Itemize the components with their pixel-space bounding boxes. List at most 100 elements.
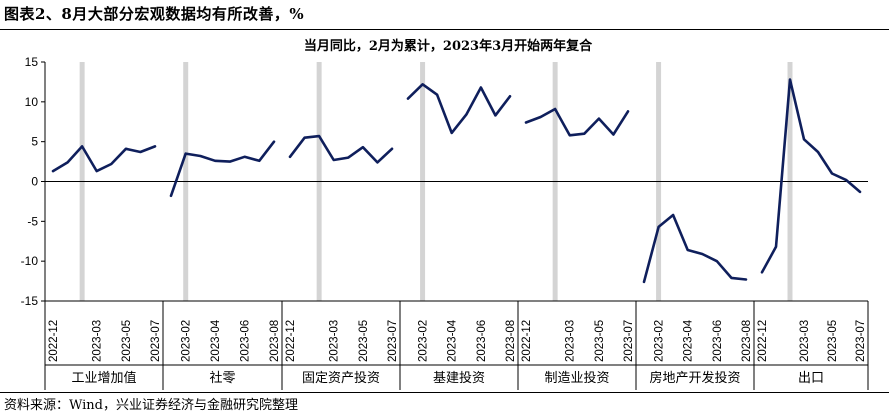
data-point: [583, 132, 586, 135]
data-point: [421, 83, 424, 86]
date-tick-label: 2023-02: [418, 320, 430, 362]
y-tick-label: -5: [27, 214, 38, 228]
data-point: [598, 117, 600, 120]
date-tick-label: 2023-07: [150, 320, 162, 362]
source-note: 资料来源：Wind，兴业证券经济与金融研究院整理: [4, 398, 298, 413]
data-point: [52, 170, 54, 172]
data-point: [761, 271, 763, 274]
date-tick-label: 2023-04: [210, 319, 222, 362]
data-point: [289, 156, 291, 158]
data-point: [303, 136, 306, 139]
data-point: [789, 78, 791, 81]
data-point: [214, 160, 216, 162]
group-label: 制造业投资: [544, 370, 609, 386]
data-point: [480, 86, 482, 89]
y-tick-label: 15: [25, 55, 39, 69]
date-tick-label: 2023-03: [329, 320, 341, 362]
data-point: [184, 152, 187, 155]
series-line: [51, 145, 157, 173]
data-point: [436, 93, 438, 96]
data-point: [494, 114, 497, 117]
data-point: [391, 148, 393, 150]
data-point: [525, 121, 527, 124]
date-tick-label: 2023-05: [827, 320, 839, 362]
data-point: [568, 134, 571, 137]
data-point: [318, 135, 320, 137]
y-tick-label: -10: [21, 254, 39, 268]
data-point: [125, 148, 127, 150]
data-point: [81, 145, 83, 148]
data-point: [273, 140, 275, 143]
figure-title: 图表2、8月大部分宏观数据均有所改善，%: [4, 5, 305, 23]
data-point: [95, 170, 98, 172]
data-point: [229, 160, 231, 163]
data-point: [332, 159, 335, 161]
data-point: [701, 253, 704, 255]
series-line: [760, 78, 862, 274]
date-tick-label: 2023-05: [358, 320, 370, 362]
data-point: [347, 156, 350, 159]
data-point: [745, 278, 747, 281]
data-point: [258, 160, 261, 162]
data-point: [539, 116, 542, 118]
data-point: [627, 110, 629, 113]
data-point: [450, 132, 453, 134]
data-point: [803, 138, 805, 141]
data-point: [831, 172, 833, 175]
data-point: [554, 108, 556, 110]
data-point: [775, 246, 777, 248]
bottom-rule: [0, 392, 889, 393]
y-tick-label: 0: [31, 175, 38, 189]
series-line: [288, 134, 394, 164]
date-tick-label: 2023-06: [712, 320, 724, 362]
data-point: [376, 161, 379, 164]
data-point: [362, 146, 364, 148]
series-line: [524, 107, 630, 137]
data-point: [612, 133, 615, 136]
date-tick-label: 2023-03: [92, 320, 104, 362]
data-point: [859, 191, 861, 193]
y-tick-label: 10: [25, 95, 39, 109]
date-tick-label: 2023-02: [181, 320, 193, 362]
data-point: [716, 260, 718, 263]
group-label: 基建投资: [433, 370, 485, 386]
date-tick-label: 2023-08: [505, 320, 517, 362]
data-point: [199, 155, 202, 157]
data-point: [110, 163, 113, 165]
date-tick-label: 2023-07: [387, 320, 399, 362]
date-tick-label: 2023-02: [654, 320, 666, 362]
date-tick-label: 2023-04: [683, 319, 695, 362]
date-tick-label: 2022-12: [285, 320, 297, 362]
date-tick-label: 2023-06: [476, 320, 488, 362]
chart: 当月同比，2月为累计，2023年3月开始两年复合 -15 -10 -5 0 5 10 15 2…: [21, 38, 869, 390]
data-point: [407, 97, 409, 100]
data-point: [243, 156, 246, 158]
date-tick-label: 2023-07: [623, 320, 635, 362]
group-label: 工业增加值: [71, 370, 136, 386]
y-tick-label: 5: [31, 135, 38, 149]
date-tick-label: 2023-05: [121, 320, 133, 362]
date-tick-label: 2023-08: [741, 320, 753, 362]
date-tick-label: 2022-12: [757, 320, 769, 362]
data-point: [465, 113, 468, 116]
group-label: 固定资产投资: [302, 370, 380, 386]
data-point: [672, 214, 674, 216]
data-point: [657, 226, 660, 228]
date-tick-label: 2023-07: [855, 320, 867, 362]
date-tick-label: 2022-12: [521, 320, 533, 362]
date-tick-label: 2023-08: [269, 320, 281, 362]
date-tick-label: 2023-04: [447, 319, 459, 362]
data-point: [817, 151, 819, 153]
y-tick-label: -15: [21, 294, 39, 308]
date-tick-label: 2023-03: [799, 320, 811, 362]
group-label: 社零: [209, 370, 235, 386]
series-line: [169, 140, 276, 198]
chart-title: 当月同比，2月为累计，2023年3月开始两年复合: [304, 38, 593, 54]
series-line: [642, 213, 748, 284]
data-point: [643, 281, 645, 283]
data-point: [66, 161, 69, 164]
data-point: [170, 195, 172, 197]
date-tick-label: 2022-12: [48, 320, 60, 362]
data-point: [509, 95, 511, 98]
data-point: [686, 249, 689, 251]
